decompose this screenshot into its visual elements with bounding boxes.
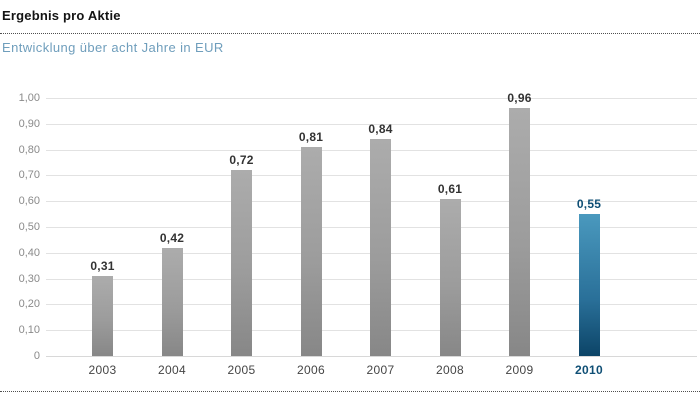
y-axis-tick-label: 0,10 (18, 324, 40, 337)
y-axis-tick-label: 0,80 (18, 143, 40, 156)
x-axis-tick-label: 2003 (88, 363, 117, 377)
y-axis-tick-label: 0,90 (18, 117, 40, 130)
bar-value-label: 0,61 (437, 182, 463, 196)
x-axis-tick-label: 2005 (227, 363, 256, 377)
bar-value-label: 0,31 (90, 259, 115, 273)
page-title: Ergebnis pro Aktie (2, 8, 121, 23)
bar-value-label: 0,72 (229, 153, 254, 167)
x-axis-tick-label: 2010 (575, 363, 603, 377)
x-axis-tick-label: 2008 (436, 363, 464, 377)
y-axis-tick-label: 0,60 (18, 195, 40, 208)
y-axis-tick-label: 0,20 (18, 298, 40, 311)
x-axis-tick-label: 2006 (297, 363, 325, 377)
y-axis-tick-label: 1,00 (18, 92, 40, 104)
chart-subtitle: Entwicklung über acht Jahre in EUR (2, 40, 224, 55)
bar-value-label: 0,42 (159, 231, 185, 245)
chart-bar-2006 (300, 147, 322, 356)
y-axis-tick-label: 0,30 (18, 272, 40, 285)
chart-bar-2004 (161, 248, 183, 356)
y-axis-tick-label: 0,40 (18, 246, 40, 259)
chart-bar-2009 (509, 108, 530, 356)
chart-bar-2007 (370, 139, 391, 356)
chart-bar-2010 (578, 214, 600, 356)
x-axis-tick-label: 2004 (158, 363, 186, 377)
gridline (46, 98, 697, 99)
x-axis-tick-label: 2007 (366, 363, 395, 377)
y-axis-tick-label: 0 (33, 350, 40, 362)
gridline (46, 123, 697, 125)
bar-value-label: 0,96 (507, 91, 532, 105)
x-axis-tick-label: 2009 (505, 363, 534, 377)
bar-value-label: 0,55 (576, 197, 602, 211)
chart-bar-2008 (439, 199, 461, 356)
chart-bar-2003 (92, 276, 113, 356)
bar-value-label: 0,84 (368, 122, 393, 136)
title-divider (0, 33, 700, 34)
y-axis-tick-label: 0,70 (18, 169, 40, 182)
y-axis-tick-label: 0,50 (18, 221, 40, 233)
bar-value-label: 0,81 (298, 130, 324, 144)
gridline (46, 356, 697, 357)
bottom-divider (0, 391, 700, 392)
chart-bar-2005 (231, 170, 252, 356)
